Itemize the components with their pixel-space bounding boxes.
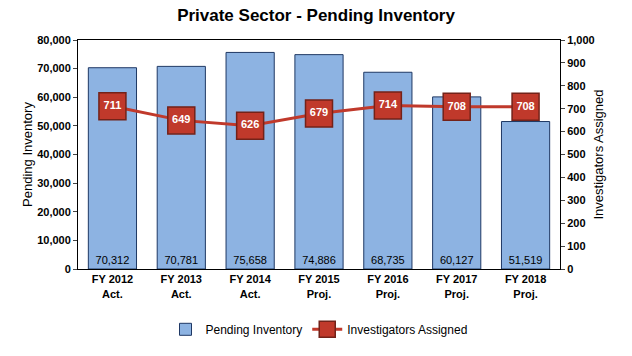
svg-text:51,519: 51,519 [509, 254, 543, 266]
svg-text:708: 708 [516, 100, 534, 112]
svg-text:649: 649 [172, 113, 190, 125]
svg-text:FY 2015Proj.: FY 2015Proj. [298, 273, 339, 299]
svg-text:60,000: 60,000 [37, 91, 71, 103]
svg-text:0: 0 [567, 263, 573, 275]
svg-text:714: 714 [379, 98, 398, 110]
svg-text:FY 2012Act.: FY 2012Act. [92, 273, 133, 299]
svg-text:70,312: 70,312 [96, 254, 130, 266]
svg-text:200: 200 [567, 217, 585, 229]
svg-text:60,127: 60,127 [440, 254, 474, 266]
svg-text:FY 2014Act.: FY 2014Act. [229, 273, 271, 299]
svg-text:700: 700 [567, 103, 585, 115]
svg-text:Pending Inventory: Pending Inventory [206, 323, 303, 337]
svg-text:500: 500 [567, 148, 585, 160]
svg-text:Private Sector - Pending Inven: Private Sector - Pending Inventory [177, 6, 455, 25]
svg-text:FY 2017Proj.: FY 2017Proj. [436, 273, 477, 299]
svg-text:300: 300 [567, 194, 585, 206]
svg-text:20,000: 20,000 [37, 206, 71, 218]
svg-text:70,000: 70,000 [37, 62, 71, 74]
svg-text:30,000: 30,000 [37, 177, 71, 189]
svg-text:40,000: 40,000 [37, 148, 71, 160]
svg-text:0: 0 [65, 263, 71, 275]
svg-text:600: 600 [567, 125, 585, 137]
svg-text:50,000: 50,000 [37, 120, 71, 132]
svg-text:708: 708 [448, 100, 466, 112]
svg-text:626: 626 [241, 118, 259, 130]
svg-text:1,000: 1,000 [567, 34, 595, 46]
svg-text:100: 100 [567, 240, 585, 252]
svg-text:Investigators Assigned: Investigators Assigned [347, 323, 467, 337]
svg-text:FY 2016Proj.: FY 2016Proj. [367, 273, 408, 299]
svg-text:Investigators Assigned: Investigators Assigned [591, 89, 606, 219]
svg-text:74,886: 74,886 [302, 254, 336, 266]
svg-text:10,000: 10,000 [37, 234, 71, 246]
svg-text:FY 2018Proj.: FY 2018Proj. [505, 273, 546, 299]
svg-text:75,658: 75,658 [233, 254, 267, 266]
svg-text:80,000: 80,000 [37, 34, 71, 46]
svg-text:68,735: 68,735 [371, 254, 405, 266]
svg-text:FY 2013Act.: FY 2013Act. [161, 273, 202, 299]
svg-text:400: 400 [567, 171, 585, 183]
svg-text:900: 900 [567, 57, 585, 69]
svg-text:70,781: 70,781 [164, 254, 198, 266]
svg-text:800: 800 [567, 80, 585, 92]
svg-text:Pending Inventory: Pending Inventory [20, 102, 35, 207]
svg-text:679: 679 [310, 106, 328, 118]
svg-text:711: 711 [104, 99, 122, 111]
